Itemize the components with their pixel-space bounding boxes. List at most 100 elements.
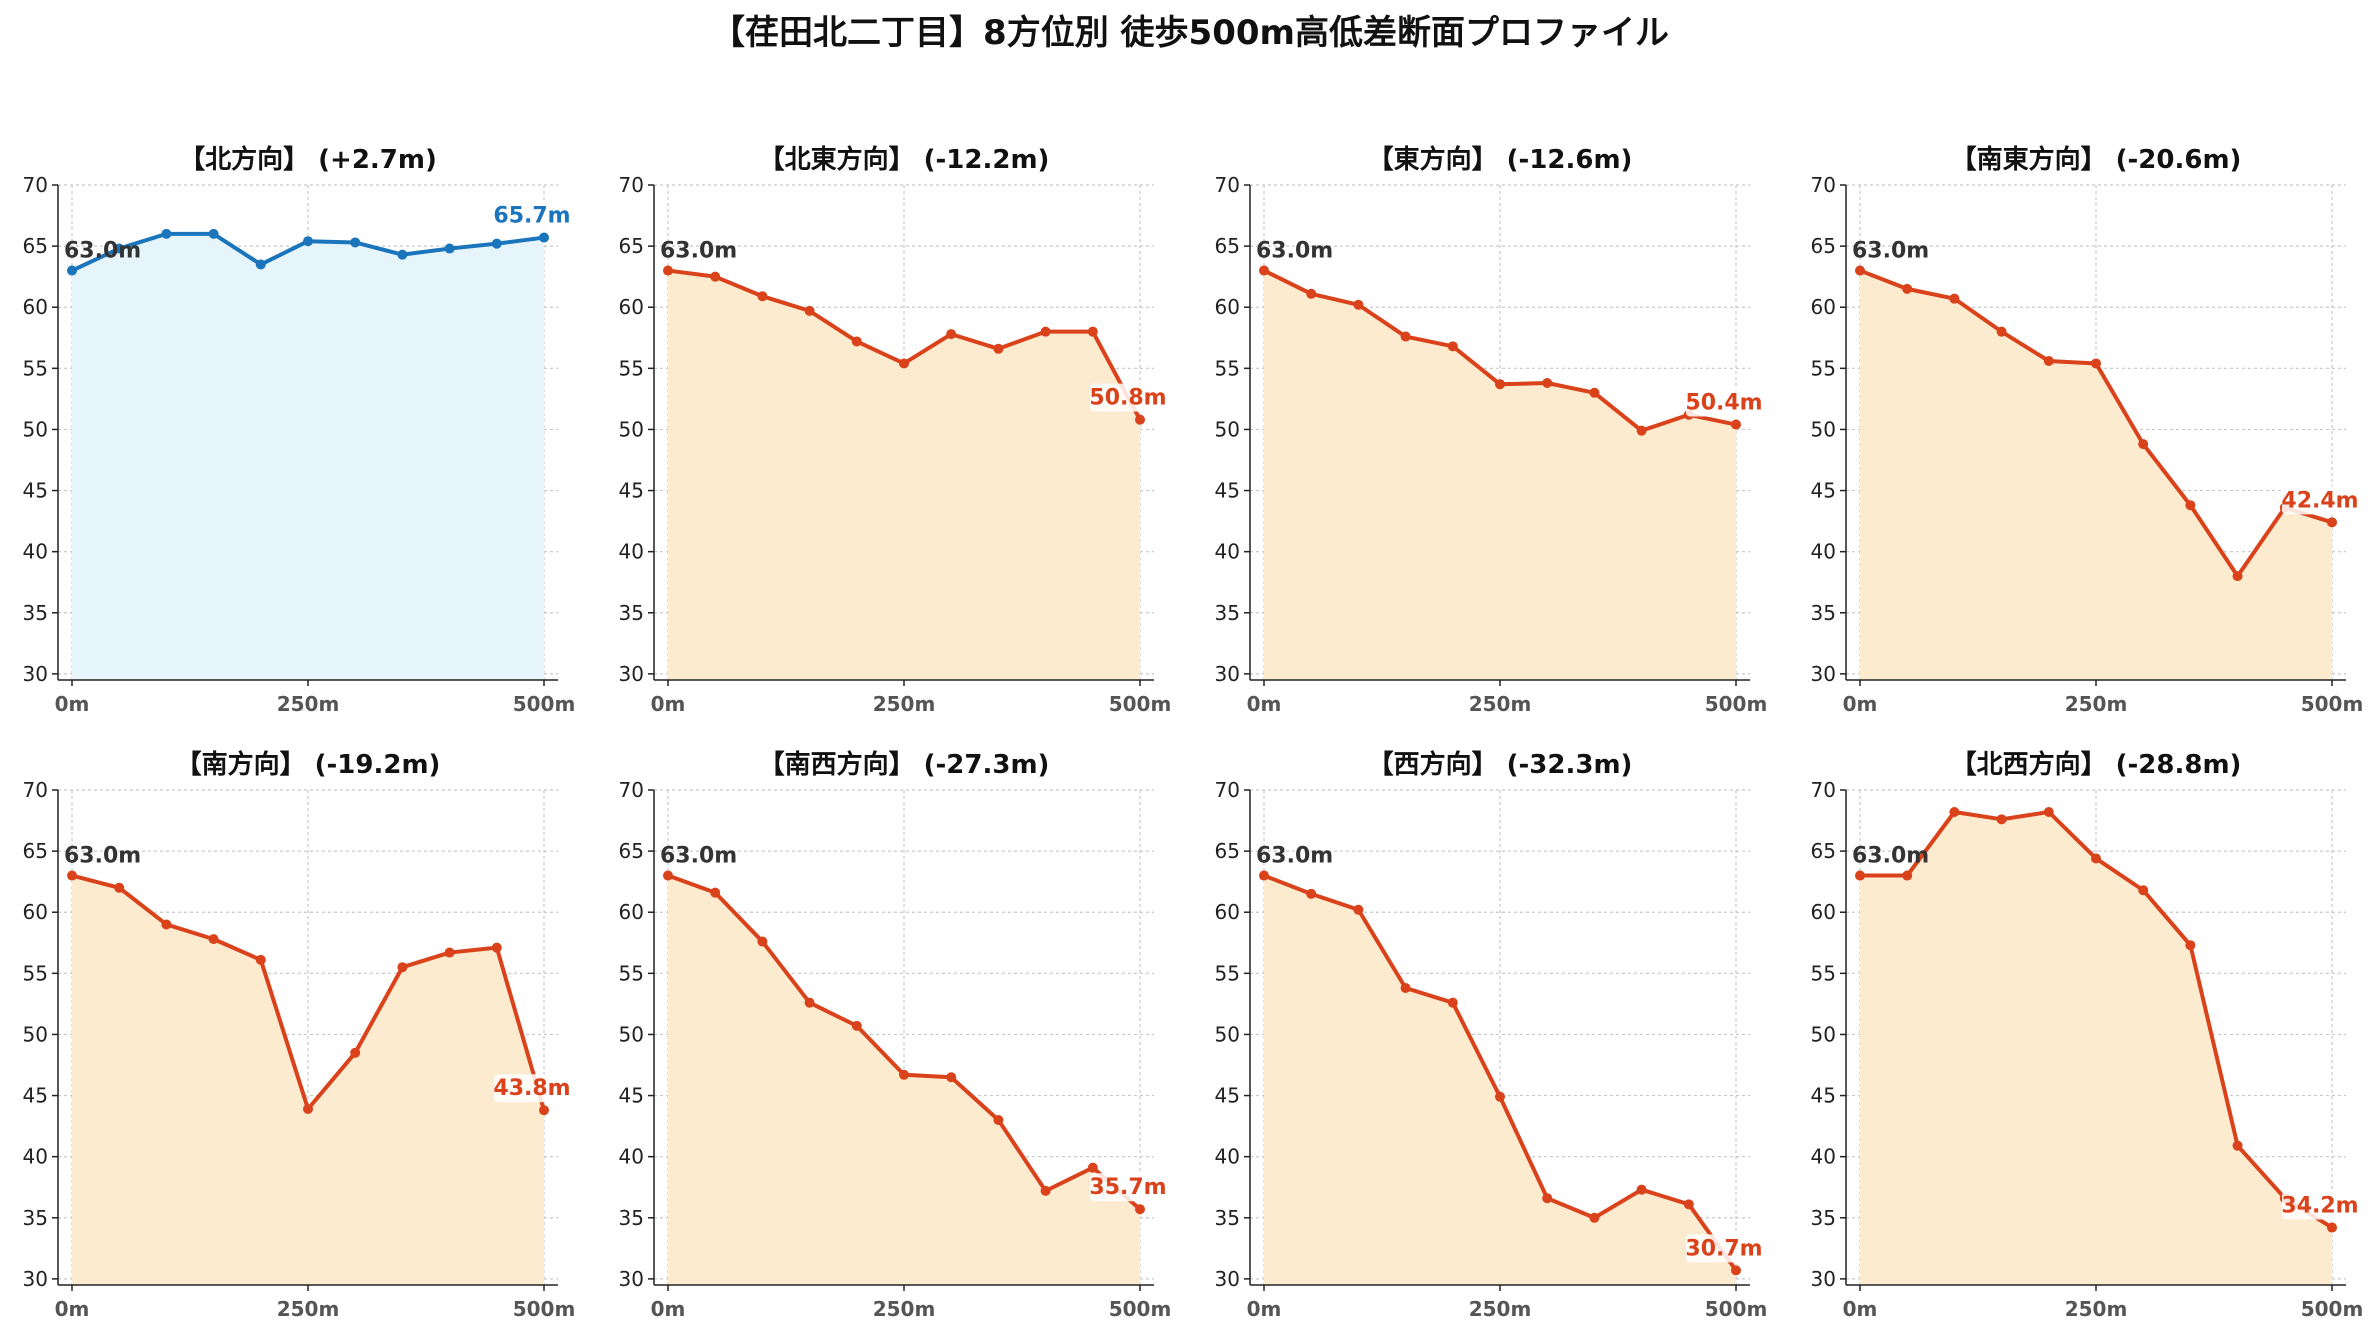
panel-title: 【南東方向】 (-20.6m) [1951,144,2242,175]
data-point [1447,341,1458,352]
data-point [1731,419,1741,430]
panel-title: 【西方向】 (-32.3m) [1368,749,1633,780]
data-point [114,882,125,893]
x-tick-label: 0m [1247,692,1282,716]
y-tick-label: 60 [1215,295,1240,319]
y-tick-label: 45 [23,1084,48,1108]
x-tick-label: 500m [513,1297,576,1321]
end-value-label: 43.8m [493,1076,570,1101]
x-tick-label: 0m [55,1297,90,1321]
end-value-label: 42.4m [2281,488,2358,513]
y-tick-label: 55 [619,356,644,380]
data-point [114,243,125,254]
data-point [1400,983,1411,993]
end-label-box [1686,1234,1762,1263]
y-tick-label: 45 [1811,479,1836,503]
panel-title: 【北東方向】 (-12.2m) [759,144,1050,175]
data-point [1306,288,1317,299]
data-point [1087,326,1098,337]
data-point [350,1047,361,1058]
x-tick-label: 0m [1843,1297,1878,1321]
y-tick-label: 45 [23,479,48,503]
data-point [1353,299,1364,310]
y-tick-label: 30 [23,662,48,686]
area-fill [1860,812,2332,1285]
data-point [1949,293,1960,304]
end-label-box [494,201,570,230]
y-tick-label: 40 [1215,540,1240,564]
y-tick-label: 40 [619,540,644,564]
data-point [1259,870,1269,881]
y-tick-label: 55 [619,961,644,985]
data-point [491,942,502,953]
data-point [1636,425,1647,436]
data-point [1353,904,1364,915]
y-tick-label: 65 [1811,234,1836,258]
data-point [1447,997,1458,1008]
y-tick-label: 30 [1811,662,1836,686]
y-tick-label: 50 [1215,417,1240,441]
end-label-box [2282,1191,2358,1220]
x-tick-label: 500m [2301,692,2364,716]
x-tick-label: 500m [1109,692,1172,716]
y-tick-label: 70 [1811,173,1836,197]
data-point [757,291,768,302]
y-tick-label: 40 [23,540,48,564]
y-tick-label: 50 [1215,1022,1240,1046]
y-tick-label: 35 [1811,1206,1836,1230]
area-fill [668,270,1140,680]
elevation-panel: 【東方向】 (-12.6m) 30 35 40 45 50 55 60 65 70 0m 250m 50… [1215,144,1768,716]
start-value-label: 63.0m [1852,239,1929,264]
x-tick-label: 0m [1247,1297,1282,1321]
data-point [804,305,815,316]
end-value-label: 35.7m [1089,1175,1166,1200]
start-value-label: 63.0m [1256,239,1333,264]
x-tick-label: 250m [2065,692,2128,716]
y-tick-label: 30 [1215,1267,1240,1291]
data-point [1902,870,1913,881]
y-tick-label: 65 [1811,839,1836,863]
y-tick-label: 70 [619,778,644,802]
y-tick-label: 30 [1811,1267,1836,1291]
end-value-label: 50.8m [1089,386,1166,411]
y-tick-label: 45 [1215,1084,1240,1108]
y-tick-label: 65 [1215,839,1240,863]
x-tick-label: 500m [1705,1297,1768,1321]
data-point [946,1072,957,1083]
start-value-label: 63.0m [660,844,737,869]
data-point [539,232,549,243]
data-point [397,962,408,973]
y-tick-label: 70 [23,778,48,802]
data-point [804,997,815,1008]
figure-title: 【荏田北二丁目】8方位別 徒歩500m高低差断面プロファイル [711,13,1669,53]
data-point [1589,387,1600,398]
data-point [208,934,219,945]
panel-title: 【南西方向】 (-27.3m) [759,749,1050,780]
data-point [350,237,361,248]
data-point [2043,807,2054,817]
panel-title: 【南方向】 (-19.2m) [176,749,441,780]
area-fill [72,875,544,1285]
start-value-label: 63.0m [660,239,737,264]
data-point [2327,517,2337,528]
y-tick-label: 60 [23,295,48,319]
x-tick-label: 250m [873,692,936,716]
start-value-label: 63.0m [1852,844,1929,869]
elevation-panel: 【南西方向】 (-27.3m) 30 35 40 45 50 55 60 65 70 0m 250m 5… [619,749,1172,1321]
data-point [1855,265,1865,276]
data-point [2138,885,2149,896]
y-tick-label: 50 [23,417,48,441]
data-point [1949,807,1960,817]
y-tick-label: 70 [1811,778,1836,802]
end-value-label: 65.7m [493,204,570,229]
data-point [539,1105,549,1116]
data-point [67,870,77,881]
y-tick-label: 40 [1215,1145,1240,1169]
y-tick-label: 65 [619,234,644,258]
data-point [2185,940,2196,951]
data-point [303,1104,313,1114]
y-tick-label: 45 [619,1084,644,1108]
data-point [946,329,957,340]
